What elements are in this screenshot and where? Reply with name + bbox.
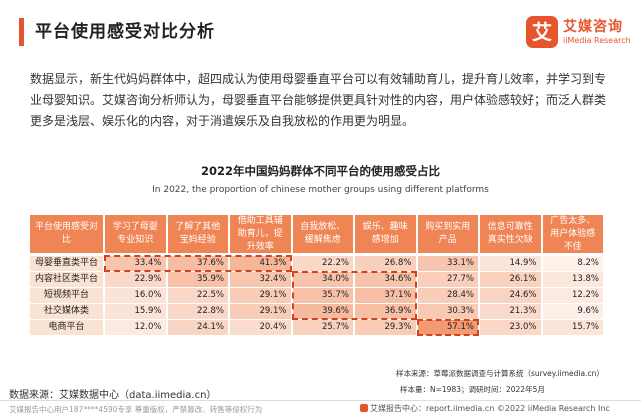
row-label: 社交媒体类 [30,304,103,319]
table-cell: 37.1% [355,288,416,303]
table-cell: 28.4% [417,288,478,303]
table-cell: 24.6% [480,288,541,303]
table-cell: 39.6% [292,304,353,319]
table-cell: 24.1% [167,320,228,335]
table-cell: 22.2% [292,256,353,271]
table-cell: 15.7% [542,320,603,335]
copyright-notice: 艾媒报告中心用户187****4590专享 尊重版权，严禁篡改、转售等侵权行为 [9,405,263,414]
table-cell: 30.3% [417,304,478,319]
brand-name-cn: 艾媒咨询 [563,19,623,35]
table-corner-header: 平台使用感受对比 [30,215,103,253]
table-cell: 35.9% [167,272,228,287]
column-header: 广告太多、用户体验感不佳 [542,215,603,253]
survey-info: 样本量：N=1983；调研时间：2022年5月 [400,385,545,394]
column-header: 信息可靠性真实性欠缺 [480,215,541,253]
table-cell: 41.3% [230,256,291,271]
table-cell: 34.6% [355,272,416,287]
table-cell: 22.5% [167,288,228,303]
table-cell: 12.0% [105,320,166,335]
table-cell: 32.4% [230,272,291,287]
table-cell: 37.6% [167,256,228,271]
column-header: 购买到实用产品 [417,215,478,253]
column-header: 自我放松、缓解焦虑 [292,215,353,253]
table-cell: 14.9% [480,256,541,271]
row-label: 母婴垂直类平台 [30,256,103,271]
table-cell: 12.2% [542,288,603,303]
report-center-link[interactable]: 艾媒报告中心：report.iimedia.cn ©2022 iiMedia R… [360,403,610,414]
table-cell: 29.1% [230,288,291,303]
table-cell: 8.2% [542,256,603,271]
table-cell: 22.8% [167,304,228,319]
chart-subtitle: In 2022, the proportion of chinese mothe… [152,185,489,195]
brand-name-en: iiMedia Research [563,36,631,45]
column-header: 借助工具辅助育儿，提升效率 [230,215,291,253]
table-cell: 33.4% [105,256,166,271]
table-cell: 22.9% [105,272,166,287]
table-cell: 25.7% [292,320,353,335]
report-center-text: 艾媒报告中心：report.iimedia.cn ©2022 iiMedia R… [370,404,610,413]
table-cell: 35.7% [292,288,353,303]
sample-source: 样本来源：草莓派数据调查与计算系统（survey.iimedia.cn） [396,369,604,378]
report-center-icon [360,404,368,412]
table-cell: 26.8% [355,256,416,271]
table-cell: 29.3% [355,320,416,335]
table-cell: 34.0% [292,272,353,287]
page-title: 平台使用感受对比分析 [35,22,215,42]
brand-logo-icon: 艾 [526,16,558,48]
table-cell: 16.0% [105,288,166,303]
row-label: 短视频平台 [30,288,103,303]
table-cell: 29.1% [230,304,291,319]
table-cell: 20.4% [230,320,291,335]
table-cell: 15.9% [105,304,166,319]
table-cell: 36.9% [355,304,416,319]
table-cell: 57.1% [417,320,478,335]
chart-title: 2022年中国妈妈群体不同平台的使用感受占比 [200,164,440,178]
table-cell: 13.8% [542,272,603,287]
table-cell: 23.0% [480,320,541,335]
data-source: 数据来源：艾媒数据中心（data.iimedia.cn） [9,390,217,401]
row-label: 电商平台 [30,320,103,335]
table-cell: 9.6% [542,304,603,319]
table-cell: 21.3% [480,304,541,319]
table-cell: 33.1% [417,256,478,271]
brand-logo: 艾 艾媒咨询 iiMedia Research [526,16,631,50]
row-label: 内容社区类平台 [30,272,103,287]
summary-paragraph: 数据显示，新生代妈妈群体中，超四成认为使用母婴垂直平台可以有效辅助育儿，提升育儿… [30,72,607,128]
footer-divider [0,400,641,401]
table-cell: 26.1% [480,272,541,287]
column-header: 学习了母婴专业知识 [105,215,166,253]
column-header: 了解了其他宝妈经验 [167,215,228,253]
title-accent-bar [19,18,24,46]
column-header: 娱乐、趣味感增加 [355,215,416,253]
table-cell: 27.7% [417,272,478,287]
